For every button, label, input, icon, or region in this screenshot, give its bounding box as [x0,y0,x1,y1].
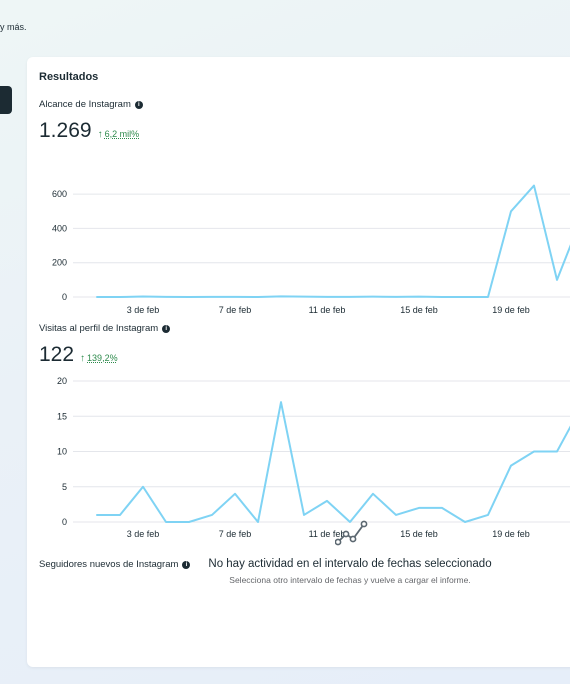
x-tick-label: 7 de feb [219,529,252,539]
y-tick-label: 400 [52,223,67,233]
followers-label-text: Seguidores nuevos de Instagram [39,559,179,570]
y-tick-label: 15 [57,411,67,421]
x-tick-label: 11 de feb [309,305,346,315]
arrow-up-icon: ↑ [80,353,86,364]
results-card: Resultados Alcance de Instagram i 1.269 … [27,57,570,667]
followers-label: Seguidores nuevos de Instagram i [39,559,191,570]
x-tick-label: 19 de feb [492,305,530,315]
x-tick-label: 15 de feb [400,305,438,315]
arrow-up-icon: ↑ [97,129,103,140]
x-tick-label: 15 de feb [400,529,438,539]
x-tick-label: 11 de feb [309,529,346,539]
reach-change: ↑ 6,2 mil% [98,129,140,140]
info-icon[interactable]: i [162,324,171,333]
y-tick-label: 5 [62,482,67,492]
info-icon[interactable]: i [182,560,191,569]
x-tick-label: 7 de feb [219,305,252,315]
reach-change-value[interactable]: 6,2 mil% [104,129,140,139]
y-tick-label: 600 [52,189,67,199]
visits-chart: 0 5 10 15 20 3 de feb 7 de feb 11 de feb 15 de f… [57,376,570,539]
empty-state-title: No hay actividad en el intervalo de fech… [208,558,492,570]
side-button[interactable] [0,86,12,114]
reach-metric: 1.269 ↑ 6,2 mil% [39,119,139,143]
info-icon[interactable]: i [134,100,143,109]
top-text: y más. [0,22,27,32]
series-line [96,184,570,298]
reach-value: 1.269 [39,119,92,142]
reach-chart: 0 200 400 600 3 de feb 7 de feb 11 de feb 15 de… [52,184,570,315]
line-chart-icon [335,520,368,546]
reach-label: Alcance de Instagram i [39,99,143,110]
visits-label-text: Visitas al perfil de Instagram [39,323,159,334]
x-tick-label: 3 de feb [127,305,160,315]
empty-state-subtitle: Selecciona otro intervalo de fechas y vu… [229,575,471,585]
x-tick-label: 19 de feb [492,529,530,539]
visits-change-value[interactable]: 139,2% [87,353,118,363]
y-tick-label: 10 [57,447,67,457]
x-tick-label: 3 de feb [127,529,160,539]
visits-change: ↑ 139,2% [80,353,118,364]
visits-metric: 122 ↑ 139,2% [39,343,118,367]
y-tick-label: 200 [52,258,67,268]
y-tick-label: 0 [62,292,67,302]
y-tick-label: 0 [62,517,67,527]
y-tick-label: 20 [57,376,67,386]
visits-value: 122 [39,343,75,366]
reach-label-text: Alcance de Instagram [39,99,131,110]
visits-label: Visitas al perfil de Instagram i [39,323,171,334]
series-line [96,401,570,523]
results-title: Resultados [39,71,99,83]
